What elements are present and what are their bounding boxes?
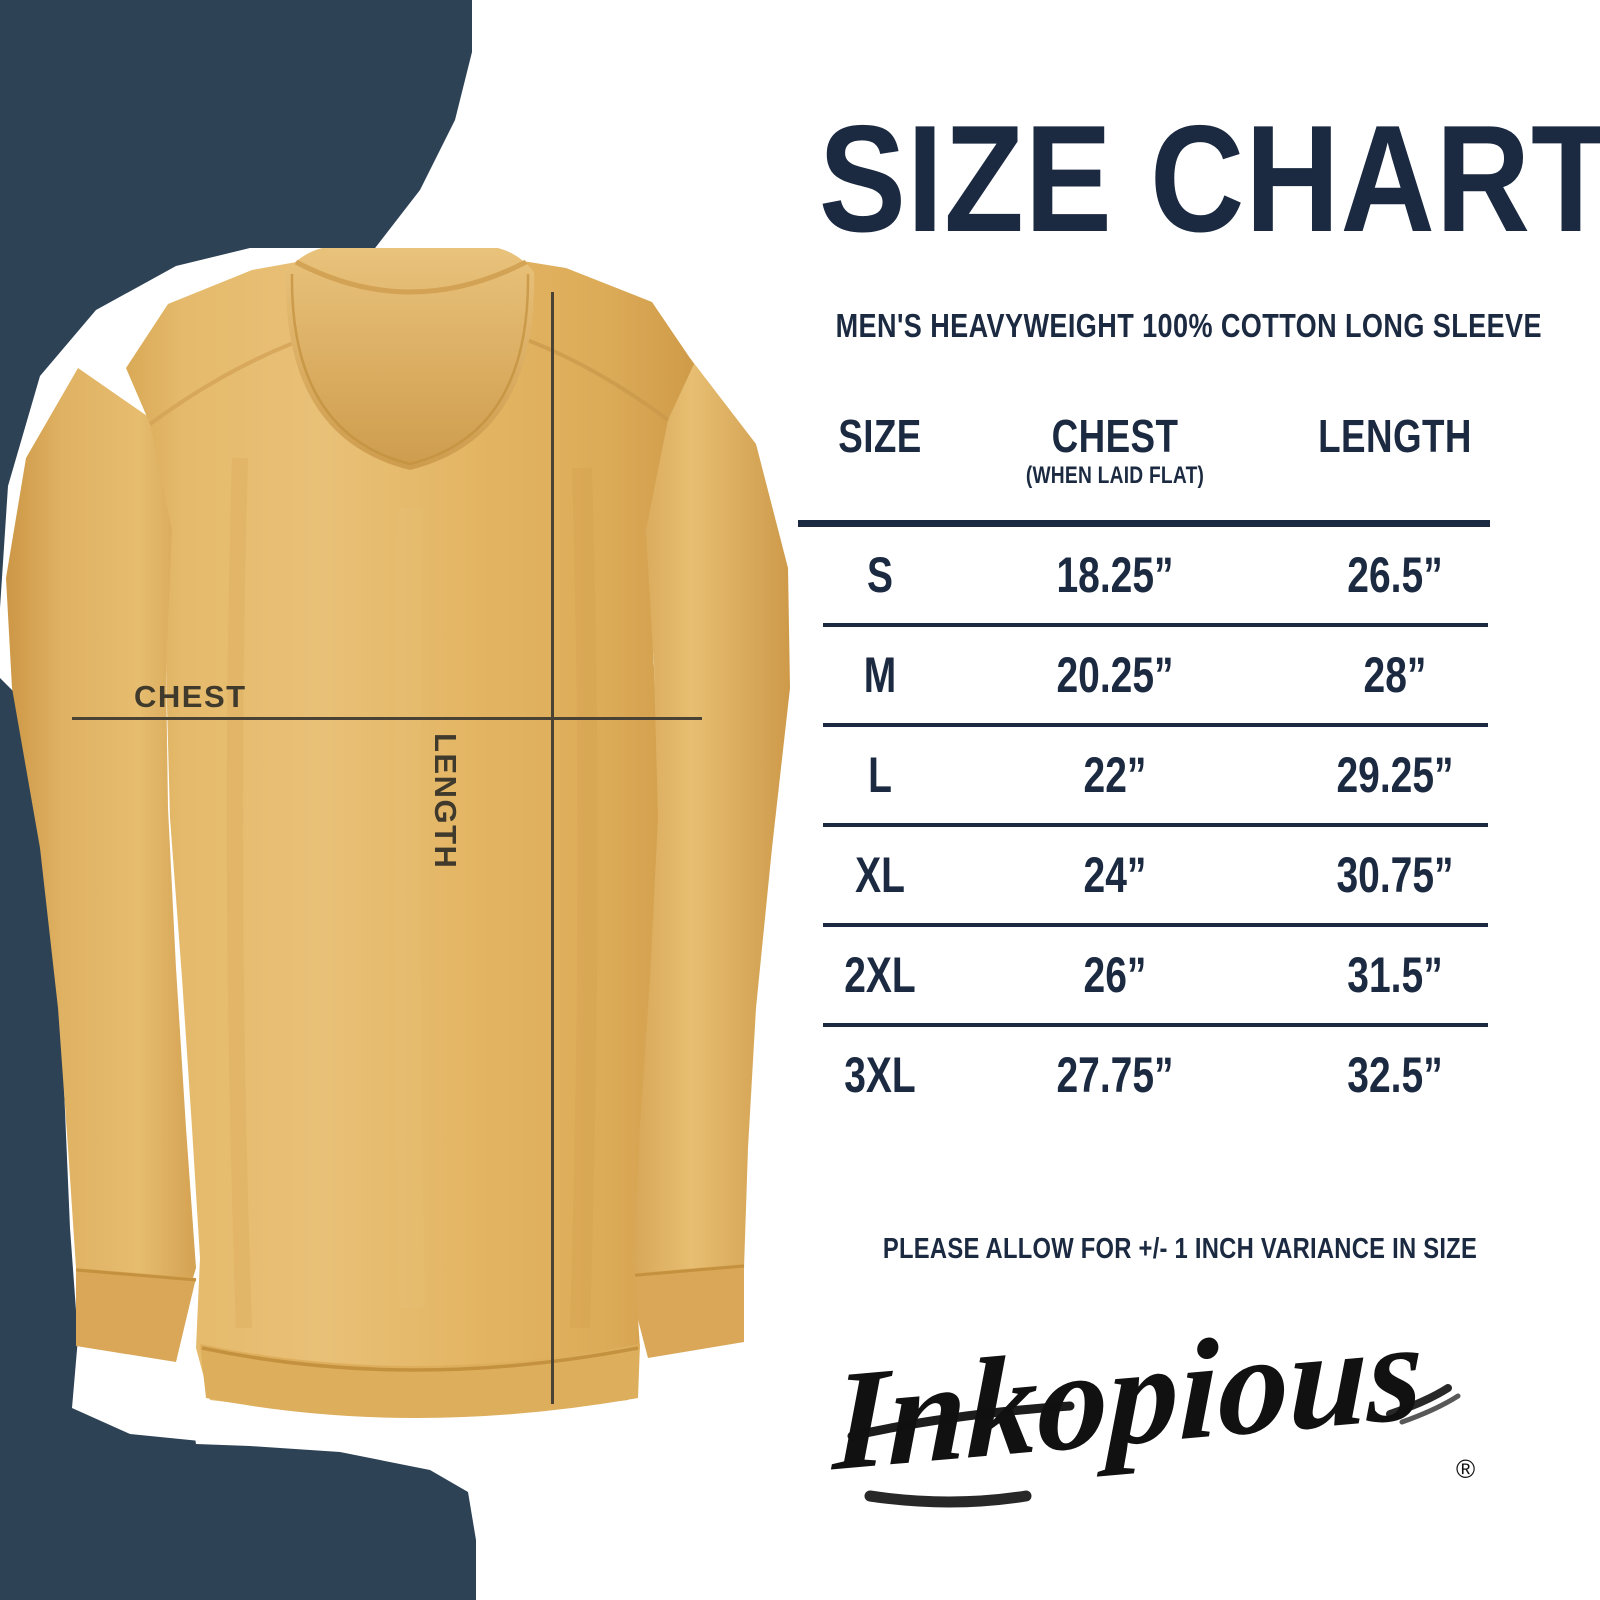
column-header-chest-subnote: (WHEN LAID FLAT) xyxy=(1025,462,1205,489)
registered-trademark-icon: ® xyxy=(1456,1454,1475,1484)
cell-size: M xyxy=(863,647,897,703)
cell-size: S xyxy=(866,547,894,603)
cell-chest: 18.25” xyxy=(1056,547,1174,603)
cell-length: 32.5” xyxy=(1347,1047,1443,1103)
info-panel: SIZE CHART MEN'S HEAVYWEIGHT 100% COTTON… xyxy=(760,0,1600,1600)
table-row-divider xyxy=(823,823,1488,827)
brand-wordmark-text: Inkopious xyxy=(830,1318,1424,1501)
variance-note: PLEASE ALLOW FOR +/- 1 INCH VARIANCE IN … xyxy=(882,1233,1478,1265)
product-photo-long-sleeve-shirt xyxy=(0,248,820,1448)
table-header-rule xyxy=(798,520,1490,527)
cell-length: 28” xyxy=(1363,647,1427,703)
cell-size: 3XL xyxy=(844,1047,916,1103)
cell-length: 26.5” xyxy=(1347,547,1443,603)
column-header-length: LENGTH xyxy=(1318,410,1472,462)
table-row-divider xyxy=(823,723,1488,727)
table-row: L 22” 29.25” xyxy=(795,727,1525,823)
table-row: XL 24” 30.75” xyxy=(795,827,1525,923)
page-subtitle: MEN'S HEAVYWEIGHT 100% COTTON LONG SLEEV… xyxy=(835,307,1542,344)
cell-chest: 20.25” xyxy=(1056,647,1174,703)
cell-chest: 22” xyxy=(1083,747,1147,803)
table-row-divider xyxy=(823,1023,1488,1027)
table-row-divider xyxy=(823,923,1488,927)
size-table: SIZE CHEST (WHEN LAID FLAT) LENGTH S 18.… xyxy=(795,412,1525,1123)
cell-chest: 26” xyxy=(1083,947,1147,1003)
cell-chest: 24” xyxy=(1083,847,1147,903)
cell-size: L xyxy=(868,747,892,803)
cell-size: 2XL xyxy=(844,947,916,1003)
cell-chest: 27.75” xyxy=(1056,1047,1174,1103)
cell-length: 29.25” xyxy=(1336,747,1454,803)
cell-length: 30.75” xyxy=(1336,847,1454,903)
brand-logo-mark: Inkopious ® xyxy=(830,1318,1475,1508)
cell-length: 31.5” xyxy=(1347,947,1443,1003)
column-header-chest: CHEST (WHEN LAID FLAT) xyxy=(995,412,1235,492)
column-header-size: SIZE xyxy=(838,410,922,462)
column-header-chest-label: CHEST xyxy=(1051,410,1179,462)
page-title: SIZE CHART xyxy=(818,94,1600,264)
brand-logo-inkopious: Inkopious ® xyxy=(830,1318,1530,1528)
table-row: 2XL 26” 31.5” xyxy=(795,927,1525,1023)
size-table-header: SIZE CHEST (WHEN LAID FLAT) LENGTH xyxy=(795,412,1525,520)
table-row: S 18.25” 26.5” xyxy=(795,527,1525,623)
table-row: M 20.25” 28” xyxy=(795,627,1525,723)
table-row: 3XL 27.75” 32.5” xyxy=(795,1027,1525,1123)
cell-size: XL xyxy=(855,847,905,903)
table-row-divider xyxy=(823,623,1488,627)
